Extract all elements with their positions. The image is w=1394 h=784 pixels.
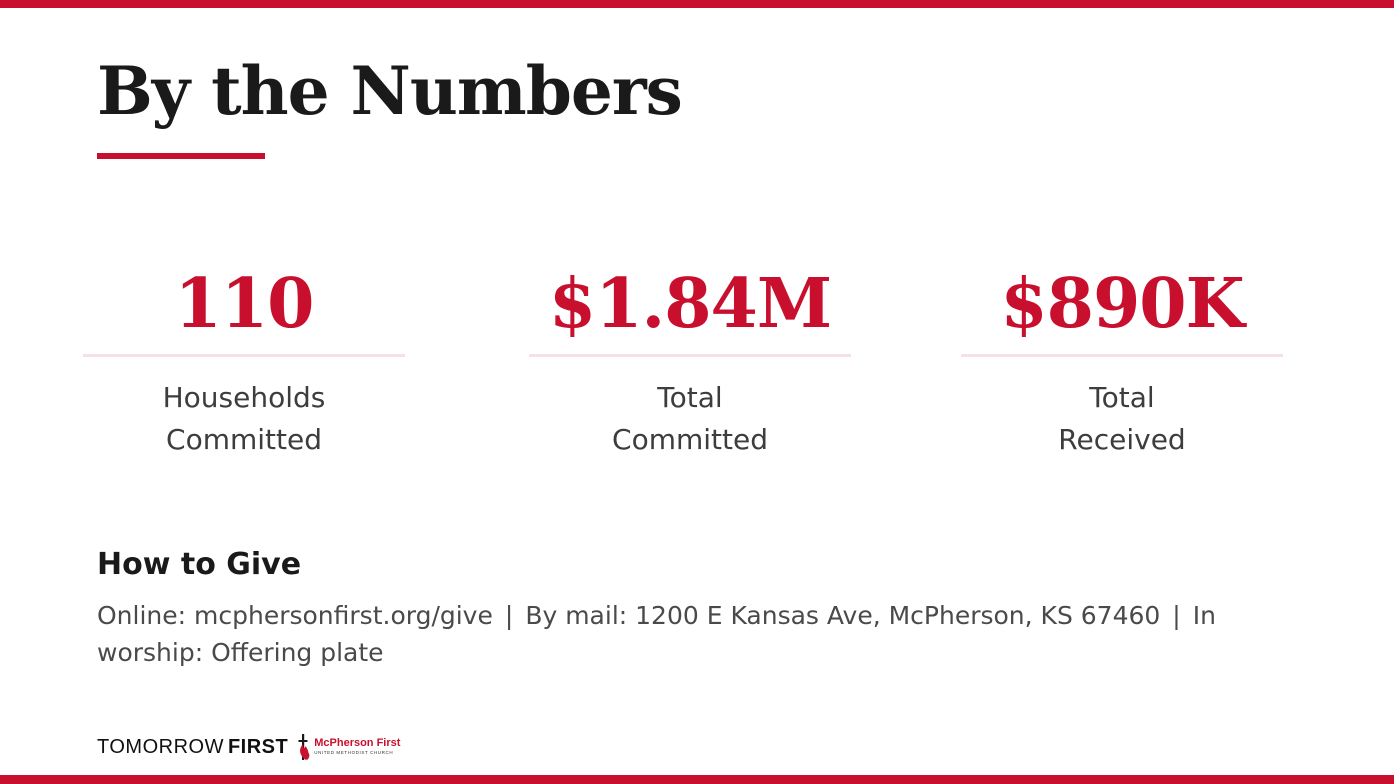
church-logo: McPherson First UNITED METHODIST CHURCH: [296, 732, 400, 762]
stat-value: 110: [174, 264, 315, 344]
give-separator: |: [504, 601, 514, 630]
stat-label: Households Committed: [83, 377, 405, 461]
title-underline: [97, 153, 265, 159]
bottom-accent-bar: [0, 775, 1394, 784]
stat-label: Total Received: [961, 377, 1283, 461]
stat-divider: [961, 354, 1283, 357]
give-mail: By mail: 1200 E Kansas Ave, McPherson, K…: [525, 601, 1161, 630]
stat-total-received: $890K Total Received: [961, 258, 1283, 461]
give-online: Online: mcphersonfirst.org/give: [97, 601, 493, 630]
stat-divider: [529, 354, 851, 357]
give-separator: |: [1172, 601, 1181, 630]
stat-label-line: Households: [162, 381, 326, 414]
stat-value: $890K: [1000, 264, 1244, 344]
church-subtitle: UNITED METHODIST CHURCH: [314, 750, 394, 756]
stat-label-line: Committed: [612, 423, 768, 456]
campaign-logo-bold: FIRST: [227, 735, 289, 758]
campaign-logo-light: TOMORROW: [97, 735, 224, 758]
top-accent-bar: [0, 0, 1394, 8]
stat-divider: [83, 354, 405, 357]
stat-label-line: Received: [1058, 423, 1186, 456]
church-name: McPherson First: [314, 737, 401, 750]
slide-title: By the Numbers: [97, 52, 683, 130]
how-to-give-details: Online: mcphersonfirst.org/give | By mail:…: [97, 597, 1247, 671]
campaign-logo: TOMORROW FIRST: [97, 736, 288, 759]
how-to-give-heading: How to Give: [97, 547, 302, 582]
stat-households-committed: 110 Households Committed: [83, 258, 405, 461]
stat-value: $1.84M: [548, 264, 832, 344]
cross-and-flame-icon: [298, 734, 310, 760]
stat-label-line: Total: [1089, 381, 1155, 414]
stat-label-line: Committed: [166, 423, 322, 456]
footer-branding: TOMORROW FIRST McPherson First UNITED MET…: [97, 730, 400, 764]
give-worship: In worship: Offering plate: [97, 601, 1216, 667]
stat-label-line: Total: [657, 381, 723, 414]
stat-total-committed: $1.84M Total Committed: [529, 258, 851, 461]
stat-label: Total Committed: [529, 377, 851, 461]
